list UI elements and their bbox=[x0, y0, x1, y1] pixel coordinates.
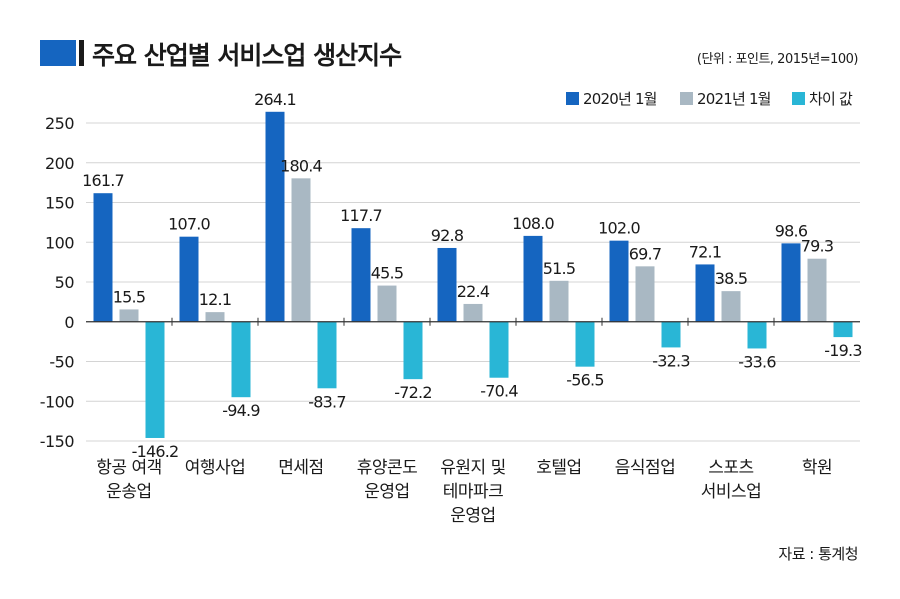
bar bbox=[179, 236, 199, 322]
category-label: 호텔업 bbox=[536, 458, 581, 478]
bar bbox=[635, 266, 655, 322]
legend-swatch bbox=[566, 92, 579, 105]
data-label: -146.2 bbox=[132, 442, 179, 461]
data-label: -83.7 bbox=[308, 392, 345, 411]
data-labels: 161.7 107.0 264.1 117.7 92.8 108.0 102.0 72.1 98… bbox=[82, 90, 862, 461]
bar bbox=[489, 321, 509, 378]
bar bbox=[317, 321, 337, 389]
data-label: 102.0 bbox=[598, 219, 640, 238]
category-label: 휴양콘도 bbox=[357, 458, 418, 478]
y-tick-label: 100 bbox=[45, 233, 74, 252]
source-note: 자료 : 통계청 bbox=[778, 545, 858, 563]
data-label: 51.5 bbox=[543, 259, 575, 278]
y-tick-label: -100 bbox=[40, 392, 75, 411]
bar bbox=[377, 285, 397, 322]
bar bbox=[119, 309, 139, 322]
data-label: 180.4 bbox=[280, 156, 322, 175]
y-tick-label: -150 bbox=[40, 432, 75, 451]
y-tick-label: 200 bbox=[45, 154, 74, 173]
data-label: -70.4 bbox=[480, 382, 518, 401]
data-label: -19.3 bbox=[824, 341, 861, 360]
category-label: 서비스업 bbox=[701, 482, 762, 502]
bar bbox=[437, 247, 457, 322]
bar bbox=[93, 193, 113, 322]
y-tick-label: 50 bbox=[55, 273, 75, 292]
bar bbox=[575, 321, 595, 367]
data-label: -33.6 bbox=[738, 352, 776, 371]
category-label: 운영업 bbox=[450, 506, 495, 526]
category-label: 테마파크 bbox=[443, 482, 504, 502]
title-marker bbox=[40, 40, 76, 66]
data-label: 12.1 bbox=[199, 290, 231, 309]
bar bbox=[145, 321, 165, 438]
category-label: 운영업 bbox=[364, 482, 409, 502]
data-label: 72.1 bbox=[689, 242, 721, 261]
legend-swatch bbox=[680, 92, 693, 105]
legend-swatch bbox=[792, 92, 805, 105]
data-label: 69.7 bbox=[629, 244, 661, 263]
legend-label: 2021년 1월 bbox=[697, 90, 771, 108]
axes: 250 200 150 100 50 0 -50 -100 -150 bbox=[40, 114, 860, 451]
legend: 2020년 1월 2021년 1월 차이 값 bbox=[566, 90, 854, 108]
bar bbox=[523, 235, 543, 322]
category-label: 유원지 및 bbox=[440, 458, 505, 478]
data-label: -56.5 bbox=[566, 371, 603, 390]
bar bbox=[265, 111, 285, 322]
bar bbox=[291, 178, 311, 322]
bar bbox=[205, 312, 225, 322]
data-label: 98.6 bbox=[775, 221, 808, 240]
data-label: 108.0 bbox=[512, 214, 554, 233]
category-label: 스포츠 bbox=[708, 458, 753, 478]
data-label: 15.5 bbox=[113, 287, 145, 306]
data-label: 22.4 bbox=[457, 282, 490, 301]
unit-note: (단위 : 포인트, 2015년=100) bbox=[696, 52, 859, 67]
y-tick-label: -50 bbox=[49, 353, 74, 372]
bar bbox=[833, 321, 853, 338]
data-label: -72.2 bbox=[394, 383, 431, 402]
y-tick-label: 150 bbox=[45, 194, 74, 213]
legend-label: 2020년 1월 bbox=[583, 90, 657, 108]
data-label: 264.1 bbox=[254, 90, 296, 109]
bar bbox=[747, 321, 767, 349]
category-label: 면세점 bbox=[278, 458, 323, 478]
data-label: 38.5 bbox=[715, 269, 747, 288]
bar bbox=[661, 321, 681, 348]
bar bbox=[231, 321, 251, 398]
chart-title: 주요 산업별 서비스업 생산지수 bbox=[92, 41, 402, 70]
bar bbox=[695, 264, 715, 322]
grid-lines bbox=[86, 122, 860, 442]
data-label: 92.8 bbox=[431, 226, 464, 245]
bar bbox=[781, 243, 801, 322]
bar bbox=[807, 258, 827, 322]
category-label: 음식점업 bbox=[615, 458, 676, 478]
data-label: 117.7 bbox=[340, 206, 382, 225]
y-tick-label: 250 bbox=[45, 114, 74, 133]
category-label: 항공 여객 bbox=[96, 458, 161, 478]
data-label: -32.3 bbox=[652, 351, 689, 370]
y-tick-label: 0 bbox=[64, 313, 74, 332]
category-label: 여행사업 bbox=[185, 458, 246, 478]
legend-label: 차이 값 bbox=[809, 90, 853, 108]
title-divider bbox=[79, 40, 84, 66]
data-label: 45.5 bbox=[371, 264, 403, 283]
category-label: 운송업 bbox=[106, 482, 151, 502]
bar bbox=[351, 228, 371, 322]
bar bbox=[609, 240, 629, 322]
data-label: 79.3 bbox=[801, 237, 833, 256]
data-label: 161.7 bbox=[82, 171, 124, 190]
data-label: -94.9 bbox=[222, 401, 260, 420]
bar bbox=[463, 303, 483, 322]
bar bbox=[549, 280, 569, 322]
bars bbox=[93, 111, 853, 438]
bar bbox=[721, 291, 741, 322]
data-label: 107.0 bbox=[168, 215, 210, 234]
bar bbox=[403, 321, 423, 380]
category-label: 학원 bbox=[802, 458, 832, 478]
